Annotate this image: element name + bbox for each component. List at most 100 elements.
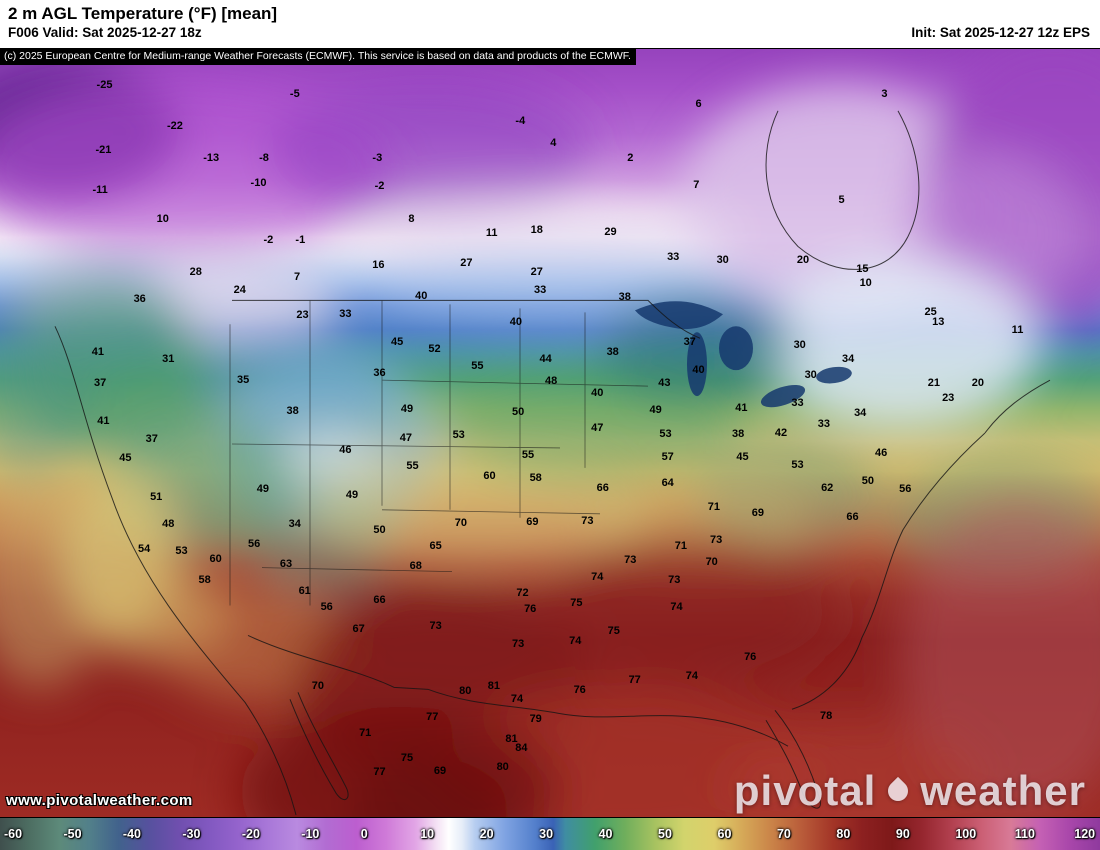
temperature-value-label: 47: [591, 422, 604, 435]
temperature-value-label: 29: [604, 225, 617, 238]
temperature-value-label: 73: [668, 574, 681, 587]
temperature-value-label: 2: [627, 152, 634, 165]
temperature-value-label: 76: [573, 683, 586, 696]
temperature-value-label: 49: [256, 483, 270, 496]
temperature-value-label: 38: [731, 427, 745, 440]
temperature-value-label: 55: [406, 460, 419, 473]
temperature-value-label: 10: [859, 277, 872, 290]
temperature-value-label: -5: [289, 87, 300, 100]
temperature-value-label: 5: [838, 193, 845, 206]
temperature-value-label: 16: [372, 258, 385, 271]
temperature-value-label: 71: [359, 726, 372, 739]
temperature-value-label: 68: [409, 559, 422, 572]
temperature-value-label: 66: [596, 481, 609, 494]
temperature-value-label: 43: [658, 377, 671, 390]
watermark-url: www.pivotalweather.com: [6, 792, 193, 809]
temperature-value-label: 66: [846, 511, 859, 524]
temperature-value-label: 60: [483, 470, 496, 482]
temperature-value-label: 77: [628, 673, 641, 686]
temperature-value-label: 33: [339, 307, 352, 320]
temperature-value-label: -11: [92, 184, 108, 197]
temperature-value-label: 53: [791, 459, 804, 472]
temperature-value-label: -1: [295, 234, 306, 247]
temperature-field-svg: [0, 49, 1100, 817]
temperature-value-label: 70: [311, 680, 325, 693]
temperature-value-label: 46: [874, 446, 888, 459]
temperature-value-label: 74: [670, 600, 683, 613]
temperature-value-label: 21: [927, 377, 941, 390]
temperature-value-label: 73: [511, 638, 525, 651]
temperature-value-label: 25: [924, 305, 937, 318]
temperature-value-label: 30: [793, 339, 806, 352]
temperature-value-label: 45: [119, 451, 132, 464]
temperature-value-label: 52: [428, 343, 441, 356]
temperature-value-label: 4: [550, 136, 557, 149]
temperature-value-label: 20: [796, 254, 810, 267]
colorbar-tick-label: 20: [479, 827, 494, 841]
temperature-value-label: 71: [707, 501, 721, 514]
colorbar-tick-label: -50: [63, 827, 82, 841]
temperature-value-label: 33: [817, 417, 831, 430]
temperature-value-label: 69: [751, 506, 765, 519]
temperature-value-label: 38: [618, 291, 631, 304]
temperature-value-label: 49: [400, 403, 414, 416]
temperature-value-label: 49: [345, 489, 359, 502]
temperature-value-label: 51: [150, 490, 163, 503]
temperature-value-label: 76: [524, 602, 537, 615]
temperature-value-label: 34: [288, 518, 301, 531]
colorbar-tick-label: -20: [241, 827, 260, 841]
temperature-value-label: 61: [298, 585, 311, 598]
temperature-value-label: 65: [429, 539, 442, 552]
temperature-value-label: 24: [233, 284, 246, 297]
temperature-value-label: 64: [661, 476, 674, 489]
temperature-value-label: 40: [509, 316, 523, 329]
temperature-value-label: -10: [250, 176, 267, 189]
temperature-value-label: 7: [293, 271, 301, 284]
temperature-labels-layer: -25 -5 6 3 -22 -4 -21 -13 -8 -3 4 2 -11 -10 -2 7 5 10 8 11 1…: [0, 49, 1100, 817]
temperature-value-label: 27: [460, 256, 473, 269]
temperature-value-label: 48: [544, 374, 558, 387]
temperature-value-label: 60: [209, 552, 222, 565]
temperature-value-label: 84: [515, 741, 528, 754]
temperature-value-label: 75: [400, 751, 414, 764]
temperature-field-blobs: [0, 49, 1100, 817]
temperature-value-label: -2: [263, 234, 274, 247]
watermark-brand: pivotal weather: [734, 767, 1086, 815]
temperature-value-label: 33: [791, 397, 804, 410]
temperature-value-label: 76: [744, 651, 757, 664]
temperature-value-label: -4: [515, 115, 526, 128]
temperature-value-label: 40: [415, 289, 428, 302]
temperature-value-label: 30: [804, 369, 817, 382]
temperature-value-label: -8: [259, 152, 269, 165]
temperature-value-label: 35: [236, 374, 250, 386]
temperature-value-label: 46: [339, 443, 352, 456]
temperature-value-label: 66: [373, 594, 386, 607]
colorbar-tick-label: -10: [301, 827, 320, 841]
temperature-value-label: 41: [97, 414, 110, 427]
temperature-value-label: 40: [591, 387, 604, 400]
temperature-value-label: 58: [198, 574, 211, 587]
temperature-value-label: 73: [624, 553, 637, 566]
temperature-value-label: 75: [607, 625, 620, 638]
temperature-value-label: 77: [426, 711, 439, 724]
temperature-value-label: 41: [91, 345, 105, 358]
temperature-value-label: -25: [96, 79, 113, 92]
temperature-value-label: -3: [372, 152, 383, 165]
temperature-value-label: 81: [505, 733, 518, 746]
temperature-value-label: 74: [569, 635, 582, 648]
temperature-value-label: 33: [667, 251, 680, 264]
map-area: (c) 2025 European Centre for Medium-rang…: [0, 48, 1100, 818]
temperature-value-label: 37: [145, 433, 158, 446]
geo-borders: [54, 110, 1051, 816]
water-drop-icon: [884, 776, 913, 806]
temperature-value-label: 7: [693, 178, 700, 191]
temperature-value-label: 41: [735, 402, 748, 415]
temperature-value-label: 67: [352, 622, 365, 635]
temperature-value-label: 80: [459, 685, 472, 698]
temperature-value-label: 55: [521, 449, 535, 462]
copyright-bar: (c) 2025 European Centre for Medium-rang…: [0, 49, 636, 65]
temperature-value-label: 79: [529, 713, 542, 726]
temperature-value-label: 58: [529, 471, 542, 484]
colorbar-tick-label: 90: [895, 827, 910, 841]
temperature-value-label: 73: [709, 533, 723, 546]
